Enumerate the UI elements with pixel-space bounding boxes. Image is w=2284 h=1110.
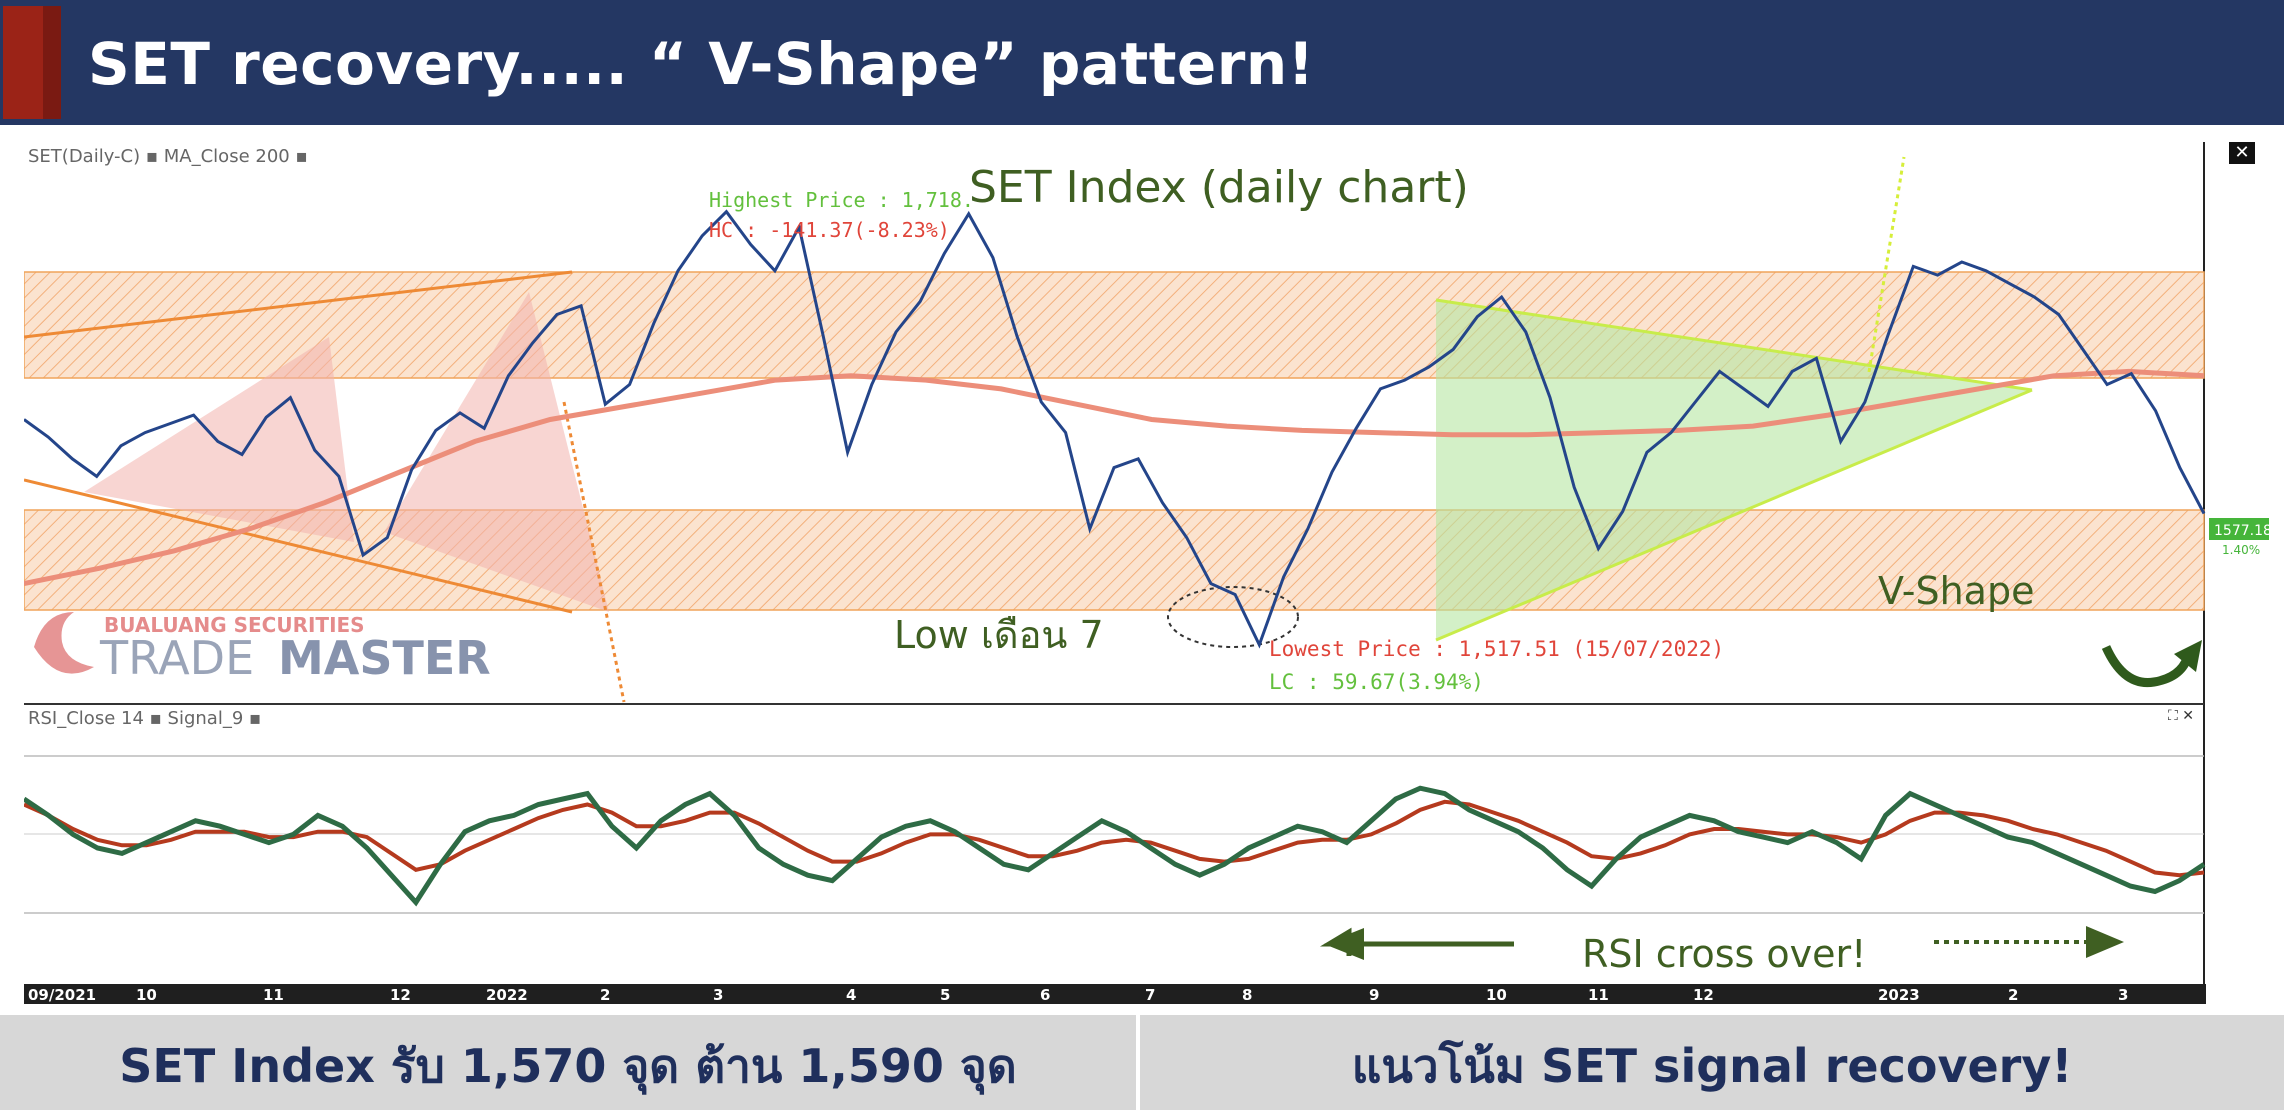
rsi-line [24,785,2206,907]
vshape-arrow-icon [2101,645,2194,688]
title-banner [0,0,2284,125]
set-chart-svg: SET(Daily-C) ▪ MA_Close 200 ▪ SET Index … [24,142,2270,1004]
x-tick-label: 3 [2118,986,2128,1004]
banner-accent-stripe [3,6,43,119]
footer-bar [0,1015,2284,1110]
watermark-brand-b: MASTER [278,631,491,685]
left-arrowhead-icon [1324,928,1364,960]
x-tick-label: 12 [1693,986,1714,1004]
price-panel-header: SET(Daily-C) ▪ MA_Close 200 ▪ [28,146,308,167]
x-tick-label: 8 [1242,986,1252,1004]
pink-triangle-1 [84,337,354,542]
last-price-tag [2209,518,2269,540]
ma-200-line [24,368,2205,587]
banner-title: SET recovery..... “ V-Shape” pattern! [88,30,1315,98]
x-tick-label: 10 [136,986,157,1004]
rsi-panel-header: RSI_Close 14 ▪ Signal_9 ▪ [28,708,261,729]
green-triangle-lower-edge [1435,388,2033,642]
resistance-zone [24,271,2205,379]
rsi-signal-line [24,799,2205,878]
x-tick-label: 9 [1369,986,1379,1004]
vshape-label: V-Shape [1878,569,2034,613]
set-price-line [24,209,2206,649]
low-july-label: Low เดือน 7 [894,613,1104,657]
footer-divider [1136,1015,1140,1110]
expand-icon[interactable]: ⛶ ✕ [2168,708,2194,724]
footer-support-resistance: SET Index รับ 1,570 จุด ต้าน 1,590 จุด [119,1039,1017,1093]
x-tick-label: 2022 [486,986,528,1004]
hc-label: HC : -141.37(-8.23%) [709,218,950,242]
x-tick-label: 12 [390,986,411,1004]
banner-accent-stripe-dark [43,6,61,119]
trendline-lower [24,478,573,614]
x-tick-label: 10 [1486,986,1507,1004]
x-tick-label: 7 [1145,986,1155,1004]
lc-label: LC : 59.67(3.94%) [1269,670,1484,694]
pink-triangle-2 [384,292,609,612]
x-tick-label: 6 [1040,986,1050,1004]
x-tick-label: 3 [713,986,723,1004]
trendline-dotted-down [562,401,626,703]
x-tick-label: 2 [600,986,610,1004]
x-tick-label: 5 [940,986,950,1004]
x-tick-label: 11 [1588,986,1609,1004]
right-arrowhead-icon [2086,926,2124,958]
watermark-company: BUALUANG SECURITIES [104,613,365,637]
lowest-price-label: Lowest Price : 1,517.51 (15/07/2022) [1269,637,1724,661]
chart-area: SET(Daily-C) ▪ MA_Close 200 ▪ SET Index … [24,142,2270,1008]
trendline-upper [24,270,573,339]
last-change-value: 1.40% [2222,543,2260,557]
last-price-value: 1577.18 [2214,523,2270,539]
rsi-cross-label: RSI cross over! [1582,932,1866,976]
x-axis-ticks: 09/2021 10 11 12 2022 2 3 4 5 6 7 8 9 10 11 12 2023 2 3 [28,986,2128,1004]
green-triangle-upper-edge [1435,298,2033,392]
x-tick-label: 4 [846,986,856,1004]
watermark-brand-a: TRADE [99,631,254,685]
chart-title: SET Index (daily chart) [969,162,1469,213]
x-tick-label: 09/2021 [28,986,96,1004]
highest-price-label: Highest Price : 1,718. [709,188,974,212]
low-circle [1167,586,1299,648]
x-axis-bar [24,984,2206,1004]
close-icon[interactable]: ✕ [2229,142,2255,164]
x-tick-label: 11 [263,986,284,1004]
vshape-arrowhead-icon [2174,640,2202,672]
green-triangle [1436,300,2032,640]
footer-trend-note: แนวโน้ม SET signal recovery! [1351,1039,2073,1093]
x-tick-label: 2023 [1878,986,1920,1004]
x-tick-label: 2 [2008,986,2018,1004]
tradermaster-logo-icon [34,612,94,674]
